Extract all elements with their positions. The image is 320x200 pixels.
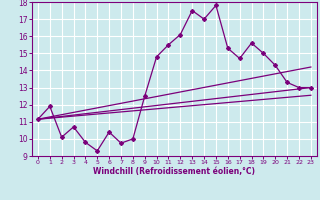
X-axis label: Windchill (Refroidissement éolien,°C): Windchill (Refroidissement éolien,°C) <box>93 167 255 176</box>
